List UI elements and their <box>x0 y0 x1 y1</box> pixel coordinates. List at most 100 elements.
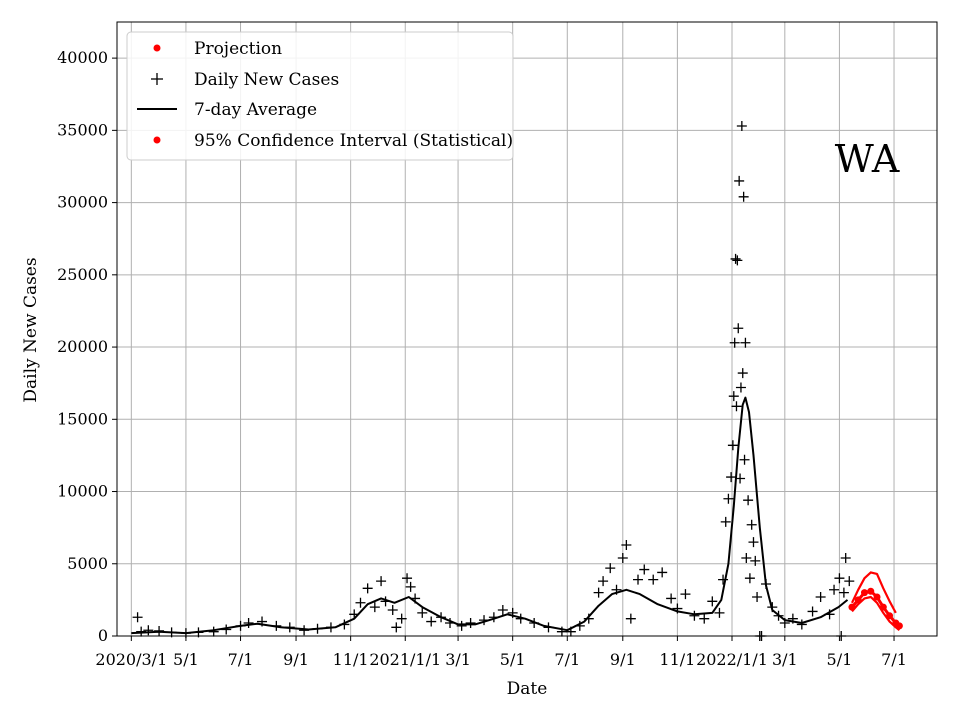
daily-case-marker <box>718 574 729 585</box>
daily-case-marker <box>543 622 554 633</box>
daily-case-marker <box>339 619 350 630</box>
daily-case-marker <box>529 617 540 628</box>
daily-case-marker <box>672 603 683 614</box>
daily-case-marker <box>666 593 677 604</box>
projection-point <box>895 622 903 630</box>
daily-case-marker <box>410 593 421 604</box>
legend-ci-label: 95% Confidence Interval (Statistical) <box>194 131 513 151</box>
daily-case-marker <box>689 610 700 621</box>
daily-case-marker <box>838 587 849 598</box>
daily-case-marker <box>834 573 845 584</box>
daily-case-marker <box>380 596 391 607</box>
legend-daily-marker <box>151 73 163 85</box>
daily-case-marker <box>735 382 746 393</box>
daily-case-marker <box>235 620 246 631</box>
y-tick-label: 15000 <box>57 409 108 428</box>
legend: Projection Daily New Cases 7-day Average… <box>126 31 514 161</box>
projection-point <box>867 587 875 595</box>
daily-case-marker <box>729 337 740 348</box>
daily-case-marker <box>465 617 476 628</box>
x-axis-ticks: 2020/3/1 5/1 7/1 9/1 11/1 2021/1/1 3/1 5/1 7/1 9/… <box>95 636 907 669</box>
y-axis-ticks: 0 5000 10000 15000 20000 25000 30000 35000 40000 <box>57 48 117 645</box>
projection-point <box>879 603 887 611</box>
daily-case-marker <box>750 555 761 566</box>
legend-projection-marker <box>153 44 161 52</box>
daily-case-marker <box>736 121 747 132</box>
x-tick-label: 5/1 <box>500 650 526 669</box>
daily-case-marker <box>707 596 718 607</box>
daily-case-marker <box>730 253 741 264</box>
daily-case-marker <box>488 612 499 623</box>
daily-case-marker <box>349 609 360 620</box>
daily-case-marker <box>744 573 755 584</box>
x-tick-label: 7/1 <box>881 650 907 669</box>
daily-case-marker <box>479 615 490 626</box>
daily-case-marker <box>737 368 748 379</box>
daily-case-marker <box>735 473 746 484</box>
daily-case-marker <box>436 612 447 623</box>
daily-case-marker <box>312 623 323 634</box>
x-tick-label: 7/1 <box>228 650 254 669</box>
daily-case-marker <box>699 613 710 624</box>
daily-case-marker <box>445 617 456 628</box>
state-annotation: WA <box>835 137 900 181</box>
y-tick-label: 20000 <box>57 337 108 356</box>
daily-case-marker <box>456 620 467 631</box>
daily-case-marker <box>611 584 622 595</box>
projection-point <box>848 603 856 611</box>
daily-case-marker <box>497 604 508 615</box>
daily-case-marker <box>787 613 798 624</box>
daily-case-marker <box>731 401 742 412</box>
daily-case-marker <box>325 622 336 633</box>
daily-case-marker <box>625 613 636 624</box>
y-tick-label: 35000 <box>57 120 108 139</box>
daily-case-marker <box>732 255 743 266</box>
y-tick-label: 25000 <box>57 265 108 284</box>
daily-case-marker <box>376 576 387 587</box>
daily-case-marker <box>417 607 428 618</box>
daily-case-marker <box>369 602 380 613</box>
x-tick-label: 9/1 <box>283 650 309 669</box>
ci-upper-bound <box>851 571 897 614</box>
projection-point <box>860 589 868 597</box>
daily-case-marker <box>574 620 585 631</box>
daily-case-marker <box>761 578 772 589</box>
x-tick-label: 11/1 <box>659 650 695 669</box>
daily-new-cases-points <box>132 121 855 641</box>
x-tick-label: 2020/3/1 <box>95 650 167 669</box>
daily-case-marker <box>767 602 778 613</box>
legend-ci-marker <box>153 136 161 144</box>
daily-case-marker <box>633 574 644 585</box>
daily-case-marker <box>583 613 594 624</box>
daily-case-marker <box>748 537 759 548</box>
projection-point <box>873 593 881 601</box>
daily-case-marker <box>208 626 219 637</box>
legend-projection-label: Projection <box>194 39 282 59</box>
daily-case-marker <box>796 619 807 630</box>
x-tick-label: 3/1 <box>445 650 471 669</box>
daily-case-marker <box>405 581 416 592</box>
daily-case-marker <box>752 591 763 602</box>
daily-case-marker <box>284 622 295 633</box>
x-tick-label: 3/1 <box>772 650 798 669</box>
daily-case-marker <box>740 337 751 348</box>
daily-case-marker <box>154 625 165 636</box>
daily-case-marker <box>391 622 402 633</box>
daily-case-marker <box>136 626 147 637</box>
daily-case-marker <box>714 607 725 618</box>
daily-case-marker <box>221 624 232 635</box>
daily-case-marker <box>815 591 826 602</box>
y-tick-label: 5000 <box>67 554 108 573</box>
daily-case-marker <box>132 612 143 623</box>
daily-case-marker <box>733 323 744 334</box>
daily-case-marker <box>426 616 437 627</box>
daily-case-marker <box>507 607 518 618</box>
daily-case-marker <box>807 606 818 617</box>
projection-point <box>886 612 894 620</box>
daily-case-marker <box>598 576 609 587</box>
daily-case-marker <box>680 589 691 600</box>
daily-case-marker <box>565 626 576 637</box>
daily-case-marker <box>355 597 366 608</box>
y-tick-label: 30000 <box>57 193 108 212</box>
